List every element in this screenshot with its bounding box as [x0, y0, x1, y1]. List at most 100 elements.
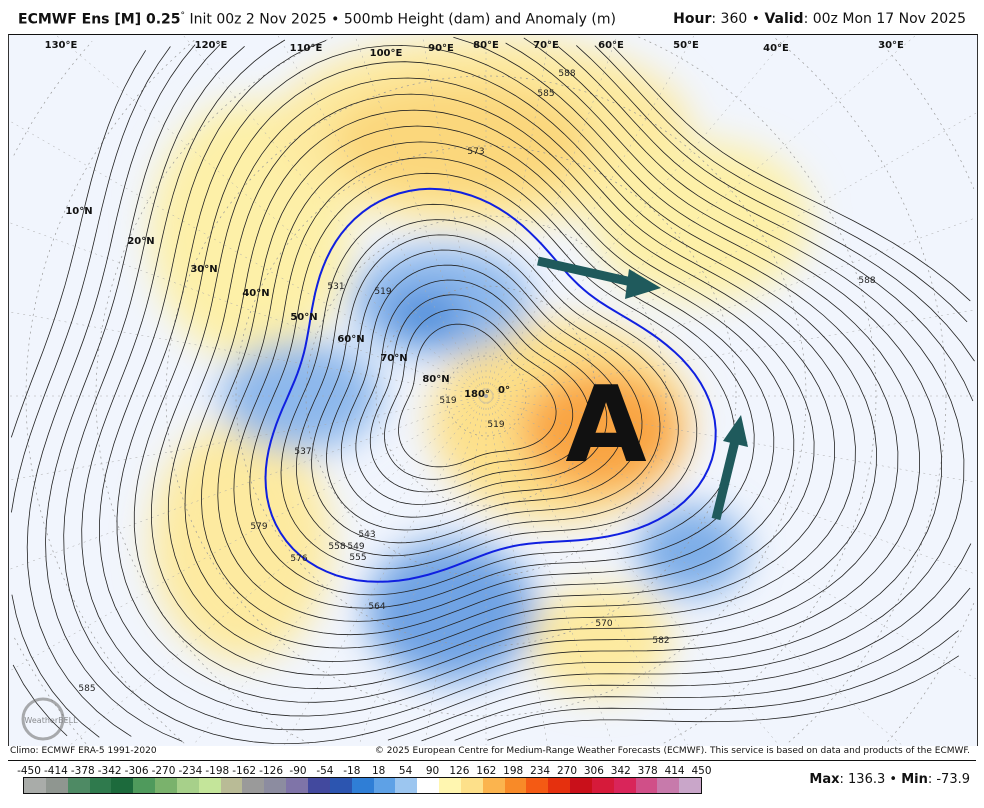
model-name: ECMWF Ens [M] 0.25: [18, 11, 181, 28]
height-contour: [326, 249, 643, 531]
negative-anomaly-arctic-core: [386, 291, 466, 341]
meridian: [485, 395, 977, 680]
longitude-label: 110°E: [290, 43, 323, 54]
contour-label: 558: [328, 542, 345, 552]
contour-label: 585: [537, 89, 554, 99]
colorbar-tick-label: 342: [610, 765, 631, 777]
colorbar-swatch: [45, 778, 68, 793]
arrow-east: [537, 256, 661, 299]
map-title: ECMWF Ens [M] 0.25° Init 00z 2 Nov 2025 …: [18, 11, 616, 28]
logo-text: WeatherBELL: [24, 716, 78, 725]
height-contour: [295, 219, 679, 557]
weatherbell-logo: WeatherBELL: [21, 697, 78, 741]
height-contour: [384, 309, 574, 480]
contour-label: 570: [595, 619, 612, 629]
height-contour: [11, 45, 968, 741]
contour-label: 579: [250, 522, 267, 532]
colorbar-swatch: [657, 778, 680, 793]
colorbar-tick-label: 306: [583, 765, 604, 777]
meridian: [354, 35, 487, 397]
meridian: [9, 222, 487, 397]
colorbar-tick-label: 270: [556, 765, 578, 777]
height-contour: [398, 323, 557, 468]
meridian: [485, 395, 977, 483]
meridian: [485, 395, 614, 746]
colorbar-swatch: [264, 778, 287, 793]
height-contour: [81, 39, 943, 731]
height-contour: [150, 77, 856, 676]
longitude-label: 0°: [498, 385, 510, 396]
longitude-label: 100°E: [370, 48, 403, 59]
latitude-label: 30°N: [190, 264, 217, 275]
contour-label: 555: [349, 553, 366, 563]
longitude-label: 90°E: [428, 43, 454, 54]
colorbar-swatch: [417, 778, 440, 793]
height-contour: [26, 44, 975, 742]
valid-value: : 00z Mon 17 Nov 2025: [803, 11, 966, 27]
contour-label: 588: [858, 276, 875, 286]
positive-anomaly-ne: [591, 141, 811, 301]
contour-label: 564: [368, 602, 385, 612]
colorbar-tick-label: -54: [316, 765, 334, 777]
header: ECMWF Ens [M] 0.25° Init 00z 2 Nov 2025 …: [0, 0, 984, 34]
contour-label: 519: [374, 287, 391, 297]
longitude-label: 40°E: [763, 43, 789, 54]
meridian: [485, 35, 618, 397]
latitude-label: 60°N: [337, 334, 364, 345]
meridian: [9, 120, 487, 397]
negative-anomaly-us: [366, 541, 536, 681]
colorbar-swatch: [198, 778, 221, 793]
colorbar-swatch: [679, 778, 702, 793]
meridian: [9, 395, 487, 672]
contour-label: 531: [327, 282, 344, 292]
anomaly-shading: [151, 36, 811, 696]
colorbar-swatch: [395, 778, 418, 793]
colorbar-swatch: [570, 778, 592, 793]
height-contour: [167, 93, 836, 663]
colorbar-swatch: [89, 778, 112, 793]
colorbar-tick-label: -90: [289, 765, 307, 777]
colorbar-tick-label: 162: [476, 765, 497, 777]
annotation-letter: A: [565, 364, 646, 486]
latitude-circle: [95, 36, 877, 744]
colorbar-tick-label: -198: [205, 765, 230, 777]
colorbar-swatch: [329, 778, 352, 793]
meridian: [485, 309, 977, 397]
meridian: [358, 395, 487, 746]
meridian: [9, 311, 487, 397]
colorbar-tick-label: -18: [343, 765, 361, 777]
longitude-label: 130°E: [45, 40, 78, 51]
latitude-label: 40°N: [242, 288, 269, 299]
map-labels: 10°N 20°N 30°N 40°N 50°N 60°N 70°N 80°N 130°E 120…: [45, 40, 904, 694]
colorbar-swatch: [482, 778, 505, 793]
colorbar-tick-label: 54: [398, 765, 413, 777]
contour-label: 519: [487, 420, 504, 430]
max-label: Max: [809, 772, 840, 787]
colorbar-tick-label: -378: [70, 765, 95, 777]
climo-note: Climo: ECMWF ERA-5 1991-2020: [10, 746, 157, 756]
colorbar-tick-label: -414: [43, 765, 68, 777]
meridian: [9, 395, 487, 481]
colorbar-tick-label: -270: [151, 765, 176, 777]
contour-label: 576: [290, 554, 307, 564]
meridian: [284, 395, 487, 746]
latitude-circle: [25, 38, 947, 744]
longitude-label: 50°E: [673, 40, 699, 51]
colorbar-tick-label: 126: [449, 765, 470, 777]
height-contour: [355, 279, 608, 505]
copyright: © 2025 European Centre for Medium-Range …: [374, 746, 970, 756]
colorbar-swatch: [613, 778, 636, 793]
arrow-north: [711, 415, 748, 521]
longitude-label: 80°E: [473, 40, 499, 51]
height-contour: [201, 125, 795, 636]
contour-label: 585: [78, 684, 95, 694]
colorbar-swatch: [635, 778, 658, 793]
meridian: [193, 395, 487, 746]
latitude-label: 10°N: [65, 206, 92, 217]
colorbar-swatch: [133, 778, 156, 793]
valid-label: Valid: [764, 11, 804, 27]
colorbar-tick-label: 18: [372, 765, 386, 777]
colorbar-swatch: [351, 778, 374, 793]
graticule: [9, 35, 977, 746]
colorbar-tick-label: -306: [124, 765, 149, 777]
